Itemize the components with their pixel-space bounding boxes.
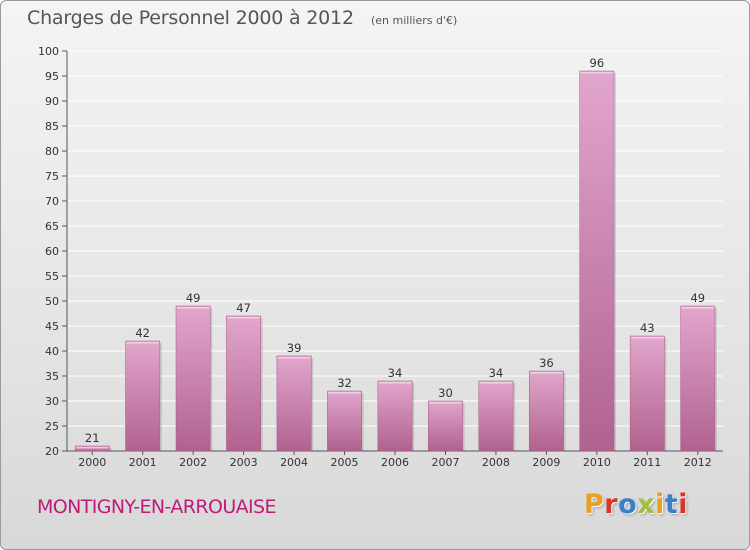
bar-highlight — [378, 382, 412, 384]
bar — [528, 370, 564, 452]
y-tick-label: 55 — [45, 270, 59, 283]
x-tick-label: 2006 — [381, 456, 409, 469]
bar — [327, 390, 362, 452]
y-tick-label: 40 — [45, 345, 59, 358]
bar — [226, 315, 262, 452]
proxiti-logo: Proxiti — [584, 489, 688, 520]
bar-value-label: 96 — [590, 56, 605, 70]
x-tick-label: 2004 — [280, 456, 308, 469]
x-tick-label: 2005 — [331, 456, 359, 469]
bar-highlight — [277, 357, 311, 359]
y-tick-label: 85 — [45, 120, 59, 133]
x-tick-label: 2010 — [583, 456, 611, 469]
chart-title: Charges de Personnel 2000 à 2012 — [27, 7, 354, 29]
x-tick-label: 2009 — [532, 456, 560, 469]
bar — [175, 305, 211, 452]
logo-letter: P — [584, 489, 605, 520]
bar-highlight — [580, 72, 614, 74]
bar-value-label: 49 — [186, 291, 201, 305]
y-tick-label: 60 — [45, 245, 59, 258]
bar — [629, 335, 665, 452]
bar-value-label: 47 — [236, 301, 251, 315]
bar-value-label: 39 — [287, 341, 302, 355]
bar-highlight — [76, 447, 109, 449]
logo-letter: i — [678, 489, 689, 520]
bar — [478, 380, 514, 452]
logo-letter: x — [637, 489, 656, 520]
bar — [276, 355, 312, 452]
y-tick-label: 80 — [45, 145, 59, 158]
bar-value-label: 34 — [388, 366, 403, 380]
x-tick-label: 2008 — [482, 456, 510, 469]
bar-highlight — [681, 307, 714, 309]
x-tick-label: 2007 — [431, 456, 459, 469]
bar-highlight — [328, 392, 361, 394]
y-tick-label: 75 — [45, 170, 59, 183]
y-tick-label: 50 — [45, 295, 59, 308]
axes: 20 25 30 35 40 45 50 55 60 65 70 75 80 85 90 95 100 2000 2… — [38, 45, 723, 469]
bar — [428, 400, 463, 452]
x-tick-label: 2000 — [78, 456, 106, 469]
bar-highlight — [479, 382, 513, 384]
x-tick-label: 2002 — [179, 456, 207, 469]
bar-highlight — [530, 372, 563, 374]
logo-letter: o — [618, 489, 638, 520]
x-tick-label: 2001 — [129, 456, 157, 469]
x-tick-label: 2003 — [230, 456, 258, 469]
y-tick-label: 95 — [45, 70, 59, 83]
bar-value-label: 42 — [135, 326, 150, 340]
bar-value-label: 43 — [640, 321, 655, 335]
bar — [579, 70, 615, 452]
unit-note: (en milliers d'€) — [371, 14, 458, 27]
y-tick-label: 20 — [45, 445, 59, 458]
bar-value-label: 21 — [85, 431, 100, 445]
y-tick-label: 35 — [45, 370, 59, 383]
logo-letter: r — [604, 489, 619, 520]
bars — [74, 70, 717, 452]
bar-value-label: 49 — [690, 291, 705, 305]
x-tick-label: 2011 — [633, 456, 661, 469]
bar — [680, 305, 716, 452]
bar-value-label: 34 — [489, 366, 504, 380]
y-tick-label: 70 — [45, 195, 59, 208]
bar-highlight — [631, 337, 664, 339]
labels: 21 42 49 47 39 32 34 30 34 36 96 43 49 — [85, 56, 705, 445]
location-name: MONTIGNY-EN-ARROUAISE — [37, 496, 277, 518]
y-tick-label: 65 — [45, 220, 59, 233]
y-tick-label: 25 — [45, 420, 59, 433]
bar-highlight — [126, 342, 159, 344]
bar — [125, 340, 161, 452]
logo-letter: t — [664, 489, 679, 520]
y-tick-label: 100 — [38, 45, 59, 58]
y-tick-label: 90 — [45, 95, 59, 108]
y-tick-label: 45 — [45, 320, 59, 333]
bar-value-label: 30 — [438, 386, 453, 400]
logo-letter: i — [655, 489, 665, 520]
bar — [377, 380, 413, 452]
x-tick-label: 2012 — [684, 456, 712, 469]
bar-highlight — [429, 402, 462, 404]
bar-value-label: 36 — [539, 356, 554, 370]
bar-highlight — [176, 307, 210, 309]
y-tick-label: 30 — [45, 395, 59, 408]
bar-highlight — [227, 317, 260, 319]
bar-value-label: 32 — [337, 376, 352, 390]
